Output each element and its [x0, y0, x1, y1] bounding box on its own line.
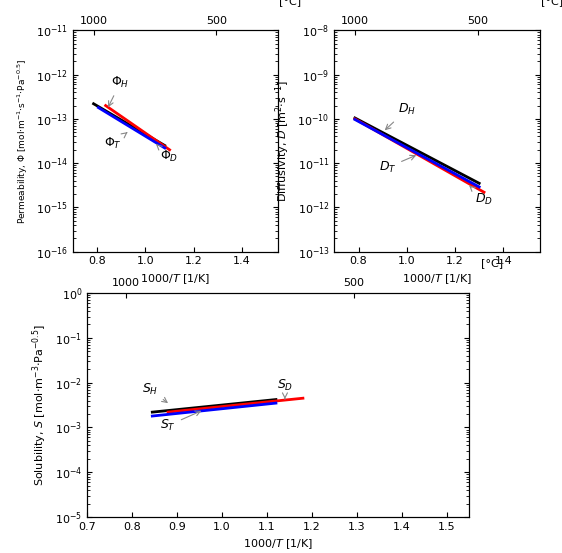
X-axis label: 1000/$T$ [1/K]: 1000/$T$ [1/K]: [402, 272, 472, 286]
X-axis label: [°C]: [°C]: [279, 0, 302, 6]
X-axis label: 1000/$T$ [1/K]: 1000/$T$ [1/K]: [243, 538, 314, 551]
Text: $D_H$: $D_H$: [386, 102, 416, 129]
Text: $\Phi_T$: $\Phi_T$: [104, 133, 127, 151]
Text: $\Phi_H$: $\Phi_H$: [108, 75, 129, 106]
Y-axis label: Permeability, $\Phi$ [mol$\cdot$m$^{-1}$$\cdot$s$^{-1}$$\cdot$Pa$^{-0.5}$]: Permeability, $\Phi$ [mol$\cdot$m$^{-1}$…: [16, 59, 30, 223]
X-axis label: [°C]: [°C]: [481, 258, 503, 268]
Text: $D_D$: $D_D$: [470, 186, 493, 207]
X-axis label: [°C]: [°C]: [541, 0, 562, 6]
Text: $S_T$: $S_T$: [160, 411, 200, 433]
Text: $D_T$: $D_T$: [379, 155, 415, 175]
Text: $\Phi_D$: $\Phi_D$: [156, 144, 179, 164]
Y-axis label: Solubility, $S$ [mol$\cdot$m$^{-3}$$\cdot$Pa$^{-0.5}$]: Solubility, $S$ [mol$\cdot$m$^{-3}$$\cdo…: [31, 324, 49, 486]
X-axis label: 1000/$T$ [1/K]: 1000/$T$ [1/K]: [140, 272, 211, 286]
Text: $S_H$: $S_H$: [142, 382, 167, 403]
Text: $S_D$: $S_D$: [277, 378, 293, 399]
Y-axis label: Diffusivity, $D$ [m$^2$$\cdot$s$^{-1}$]: Diffusivity, $D$ [m$^2$$\cdot$s$^{-1}$]: [273, 80, 292, 202]
